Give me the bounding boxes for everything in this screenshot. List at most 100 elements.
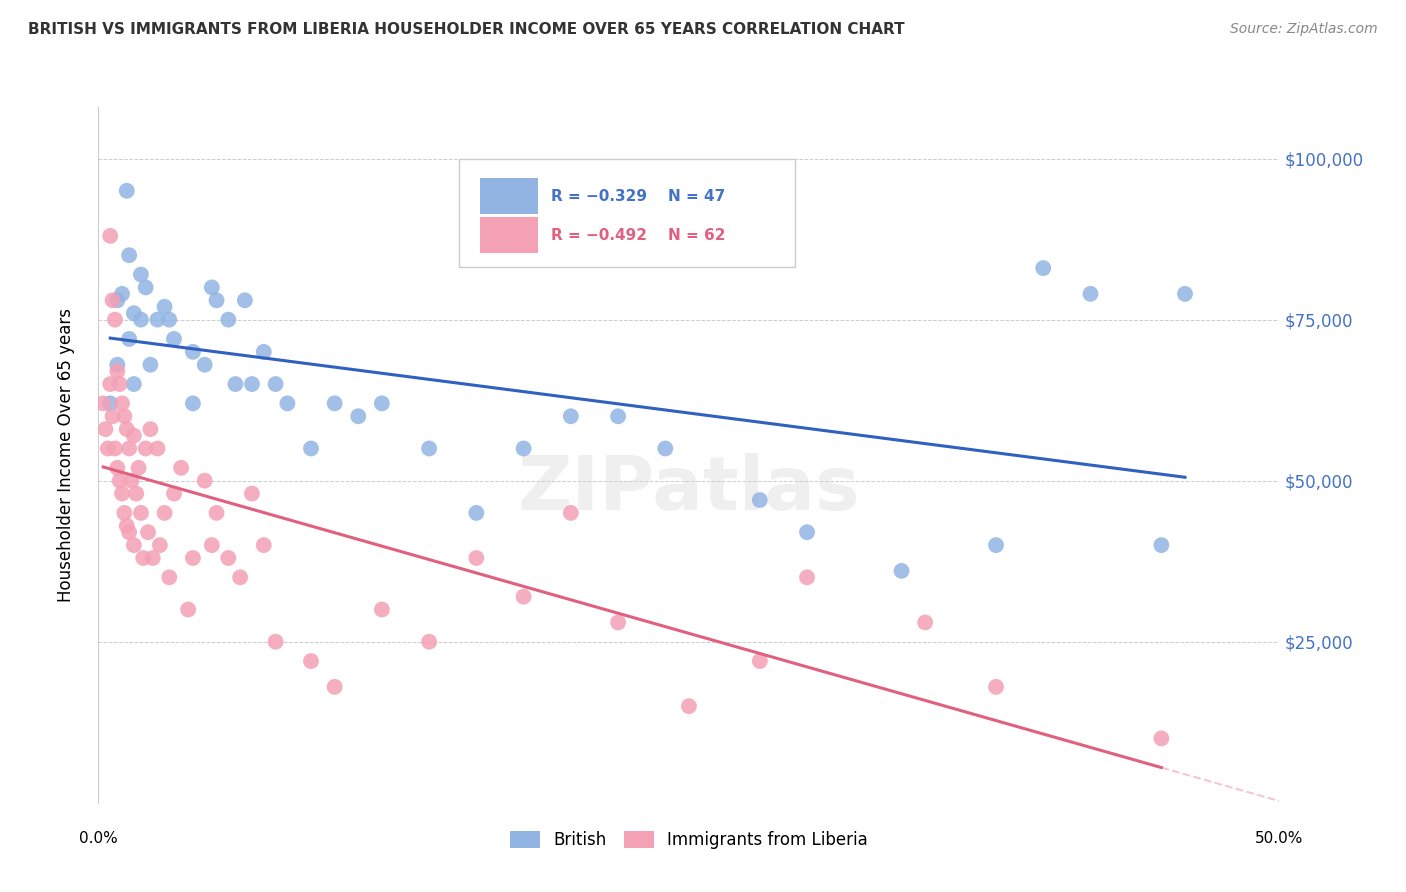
Point	[323, 680, 346, 694]
Point	[229, 570, 252, 584]
Point	[914, 615, 936, 630]
Point	[142, 551, 165, 566]
Point	[139, 358, 162, 372]
Point	[512, 590, 534, 604]
Point	[194, 474, 217, 488]
Point	[181, 551, 204, 566]
FancyBboxPatch shape	[458, 159, 796, 267]
Point	[748, 493, 770, 508]
Point	[122, 377, 145, 392]
Point	[111, 486, 134, 500]
Point	[299, 442, 322, 456]
Point	[1150, 538, 1173, 552]
Point	[323, 396, 346, 410]
Point	[101, 409, 124, 424]
Text: 0.0%: 0.0%	[79, 830, 118, 846]
Point	[135, 442, 157, 456]
Point	[118, 248, 141, 262]
Text: ZIPatlas: ZIPatlas	[517, 453, 860, 526]
Point	[157, 312, 180, 326]
Point	[146, 442, 169, 456]
Point	[105, 460, 128, 475]
Point	[108, 474, 131, 488]
Point	[101, 293, 124, 308]
Point	[122, 538, 145, 552]
Y-axis label: Householder Income Over 65 years: Householder Income Over 65 years	[56, 308, 75, 602]
Point	[115, 518, 138, 533]
Point	[796, 525, 818, 540]
Point	[347, 409, 370, 424]
Point	[1080, 286, 1102, 301]
Point	[654, 442, 676, 456]
Point	[217, 551, 239, 566]
Point	[984, 680, 1007, 694]
Point	[181, 396, 204, 410]
Point	[139, 422, 162, 436]
Point	[205, 293, 228, 308]
Point	[112, 506, 135, 520]
Text: R = −0.492    N = 62: R = −0.492 N = 62	[551, 227, 725, 243]
Point	[205, 506, 228, 520]
Point	[115, 422, 138, 436]
Point	[129, 268, 152, 282]
Point	[560, 409, 582, 424]
Point	[233, 293, 256, 308]
Point	[98, 377, 121, 392]
Point	[98, 396, 121, 410]
Point	[796, 570, 818, 584]
Point	[115, 184, 138, 198]
Point	[118, 442, 141, 456]
Point	[163, 332, 186, 346]
Point	[98, 228, 121, 243]
Point	[194, 358, 217, 372]
Point	[129, 312, 152, 326]
Point	[560, 506, 582, 520]
Point	[177, 602, 200, 616]
Point	[108, 377, 131, 392]
Point	[264, 377, 287, 392]
Point	[1150, 731, 1173, 746]
Text: BRITISH VS IMMIGRANTS FROM LIBERIA HOUSEHOLDER INCOME OVER 65 YEARS CORRELATION : BRITISH VS IMMIGRANTS FROM LIBERIA HOUSE…	[28, 22, 904, 37]
Point	[253, 344, 276, 359]
Point	[112, 409, 135, 424]
FancyBboxPatch shape	[479, 178, 537, 214]
Point	[105, 293, 128, 308]
Point	[890, 564, 912, 578]
Point	[181, 344, 204, 359]
Point	[371, 396, 394, 410]
Point	[264, 634, 287, 648]
Text: Source: ZipAtlas.com: Source: ZipAtlas.com	[1230, 22, 1378, 37]
Point	[135, 280, 157, 294]
Point	[111, 396, 134, 410]
Point	[128, 460, 150, 475]
Point	[984, 538, 1007, 552]
Point	[1174, 286, 1197, 301]
Point	[122, 306, 145, 320]
Point	[105, 358, 128, 372]
Point	[224, 377, 246, 392]
Point	[122, 428, 145, 442]
FancyBboxPatch shape	[479, 217, 537, 253]
Point	[121, 474, 143, 488]
Point	[97, 442, 120, 456]
Point	[201, 538, 224, 552]
Point	[94, 422, 117, 436]
Point	[149, 538, 172, 552]
Point	[118, 525, 141, 540]
Point	[465, 551, 488, 566]
Point	[512, 442, 534, 456]
Point	[371, 602, 394, 616]
Point	[129, 506, 152, 520]
Point	[748, 654, 770, 668]
Point	[418, 634, 440, 648]
Point	[170, 460, 193, 475]
Point	[299, 654, 322, 668]
Point	[418, 442, 440, 456]
Point	[240, 486, 263, 500]
Point	[276, 396, 298, 410]
Point	[465, 506, 488, 520]
Point	[678, 699, 700, 714]
Point	[157, 570, 180, 584]
Point	[163, 486, 186, 500]
Point	[153, 300, 176, 314]
